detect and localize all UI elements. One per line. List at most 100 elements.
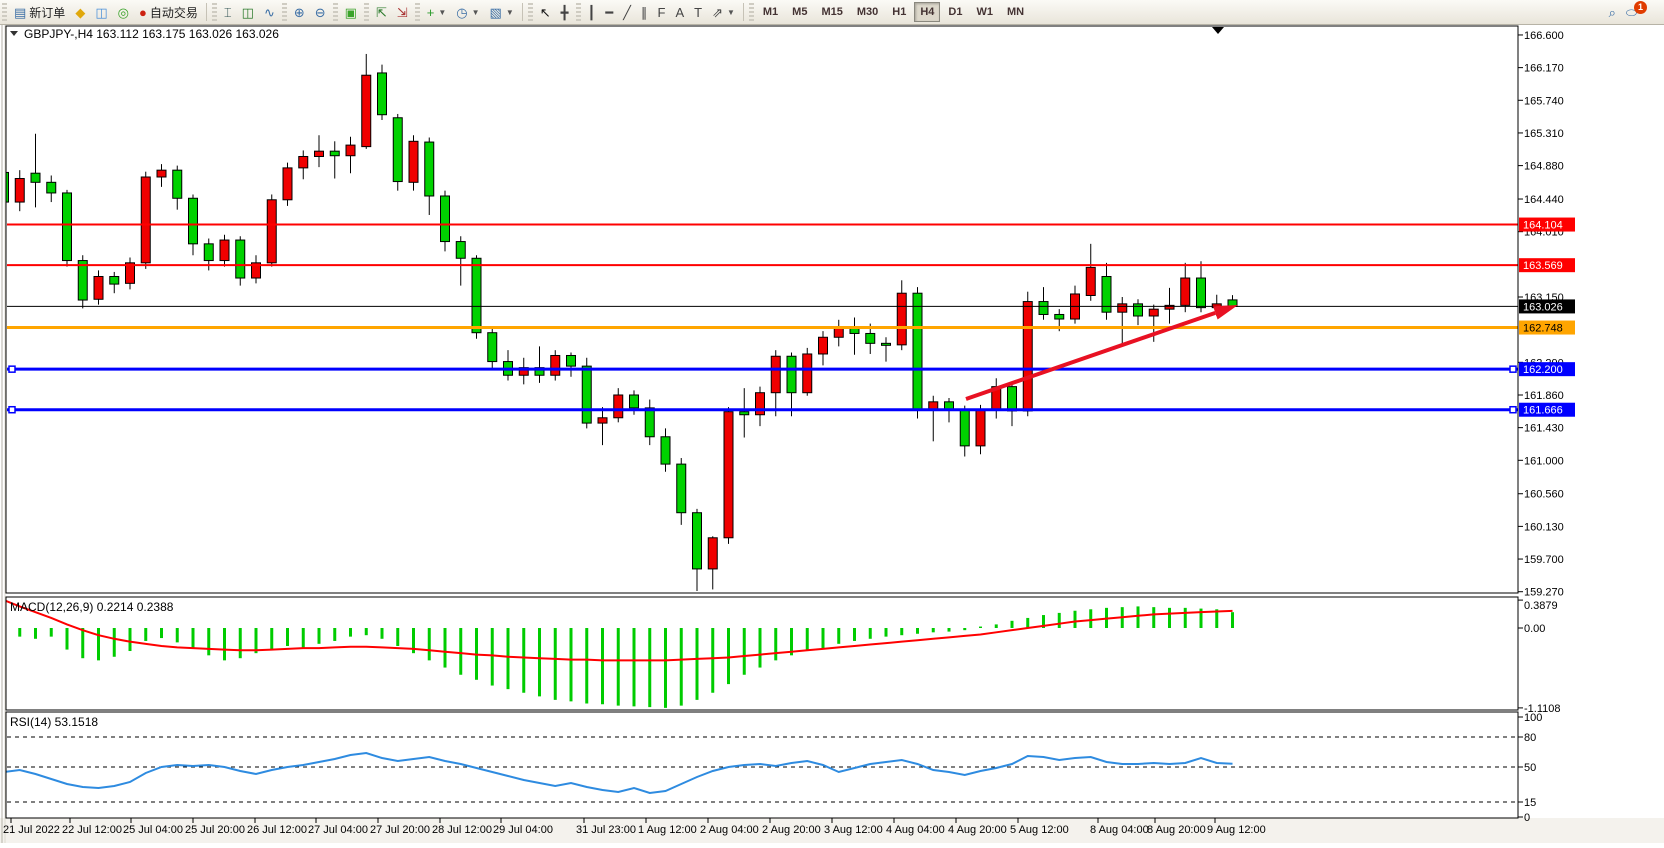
svg-text:1 Aug 12:00: 1 Aug 12:00 [638,824,697,836]
chevron-down-icon: ▼ [726,7,735,17]
chevron-down-icon: ▼ [505,7,514,17]
svg-text:161.860: 161.860 [1524,390,1564,402]
time-axis: 21 Jul 2022 22 Jul 12:00 25 Jul 04:00 25 Ju… [3,818,1266,836]
timeframe-w1-button[interactable]: W1 [976,6,993,18]
terminal-button[interactable]: ◫ [90,1,112,23]
chart-panes [6,53,1518,803]
tile-windows-icon: ▣ [344,4,357,20]
text-label-icon: T [694,4,703,20]
timeframe-m30-button[interactable]: M30 [856,6,879,18]
template-button[interactable]: ▧ ▼ [485,1,519,23]
timeframe-m15-button[interactable]: M15 [821,6,843,18]
svg-text:-1.1108: -1.1108 [1524,703,1561,715]
svg-text:50: 50 [1524,762,1536,774]
hline-handle[interactable] [1509,405,1517,414]
toolbar-drag-handle [332,3,338,21]
profiles-icon: ◷ [456,4,468,20]
chat-button[interactable]: ⬭ 1 [1621,0,1658,23]
svg-text:164.440: 164.440 [1524,194,1564,206]
macd-indicator [6,599,1234,708]
auto-trading-icon: ● [138,4,147,20]
line-chart-button[interactable]: ∿ [259,1,280,23]
navigator-button[interactable]: ◎ [113,1,134,23]
svg-text:4 Aug 04:00: 4 Aug 04:00 [886,824,945,836]
bar-chart-button[interactable]: ⌶ [219,1,237,23]
toolbar-drag-handle [2,3,7,21]
horizontal-line-button[interactable]: ━ [600,1,618,23]
timeframe-mn-button[interactable]: MN [1006,6,1025,18]
cursor-button[interactable]: ↖ [535,1,556,23]
crosshair-button[interactable]: ╋ [556,1,574,23]
channel-icon: ∥ [640,4,648,20]
timeframe-m1-button[interactable]: M1 [762,6,779,18]
toolbar-separator [205,3,207,21]
svg-text:2 Aug 20:00: 2 Aug 20:00 [762,824,821,836]
svg-text:5 Aug 12:00: 5 Aug 12:00 [1010,824,1069,836]
dock-chart-button[interactable]: ⇲ [392,1,413,23]
new-order-icon: ▤ [14,4,27,20]
svg-text:31 Jul 23:00: 31 Jul 23:00 [576,824,636,836]
svg-text:29 Jul 04:00: 29 Jul 04:00 [493,824,553,836]
history-center-icon: ◆ [75,4,86,20]
text-button[interactable]: A [670,1,689,23]
timeframe-h4-button[interactable]: H4 [914,2,941,22]
hline-handle[interactable] [8,365,16,373]
rsi-label: RSI(14) 53.1518 [10,715,98,729]
price-axis: 166.600 166.170 165.740 165.310 164.880 164.4… [1518,30,1575,824]
candlestick-chart-icon: ◫ [241,4,254,20]
zoom-out-button[interactable]: ⊖ [310,1,331,23]
timeframe-h1-button[interactable]: H1 [892,6,907,18]
hline-handle[interactable] [8,405,16,414]
svg-text:3 Aug 12:00: 3 Aug 12:00 [824,824,883,836]
svg-text:164.880: 164.880 [1524,161,1564,173]
trendline-button[interactable]: ╱ [618,1,636,23]
macd-signal-line [6,599,1233,662]
channel-button[interactable]: ∥ [636,1,653,23]
auto-arrange-icon: ⇱ [375,4,387,20]
candlestick-chart-button[interactable]: ◫ [237,1,259,23]
price-badge-162.748 [1519,320,1575,335]
svg-text:166.600: 166.600 [1524,30,1564,42]
svg-text:100: 100 [1524,712,1542,724]
text-label-button[interactable]: T [689,1,707,23]
history-center-button[interactable]: ◆ [70,1,90,23]
svg-text:160.560: 160.560 [1524,489,1564,501]
chart-title: GBPJPY-,H4 163.112 163.175 163.026 163.0… [24,27,279,41]
svg-text:28 Jul 12:00: 28 Jul 12:00 [432,824,492,836]
timeframe-m5-button[interactable]: M5 [792,6,808,18]
profiles-button[interactable]: ◷ ▼ [451,1,484,23]
toolbar-drag-handle [527,3,533,21]
candlestick-series [6,53,1238,591]
tile-windows-button[interactable]: ▣ [340,1,362,23]
price-badge-162.200 [1519,362,1575,377]
svg-text:161.000: 161.000 [1524,455,1564,467]
chart-shift-marker[interactable] [1212,27,1224,34]
svg-text:27 Jul 20:00: 27 Jul 20:00 [370,824,430,836]
timeframe-d1-button[interactable]: D1 [948,6,963,18]
toolbar-separator [742,3,744,21]
price-badge-161.666 [1519,402,1575,417]
new-chart-button[interactable]: + ▼ [422,1,452,23]
line-chart-icon: ∿ [263,4,275,20]
arrows-button[interactable]: ⇗ ▼ [707,1,740,23]
svg-text:162.748: 162.748 [1523,323,1563,335]
svg-text:164.104: 164.104 [1523,220,1563,232]
vertical-line-button[interactable]: ┃ [583,1,601,23]
zoom-in-button[interactable]: ⊕ [289,1,310,23]
svg-text:0.3879: 0.3879 [1524,600,1558,612]
hline-handle[interactable] [1509,365,1517,373]
search-button[interactable]: ⌕ [1604,1,1621,23]
auto-arrange-button[interactable]: ⇱ [371,1,392,23]
new-order-button[interactable]: ▤ 新订单 [9,1,70,23]
svg-text:161.666: 161.666 [1523,405,1563,417]
svg-text:25 Jul 20:00: 25 Jul 20:00 [185,824,245,836]
symbol-dropdown-icon[interactable] [10,31,18,36]
crosshair-icon: ╋ [560,4,569,20]
fibonacci-button[interactable]: F [652,1,670,23]
auto-trading-button[interactable]: ● 自动交易 [134,1,203,23]
trend-arrow[interactable] [965,305,1238,401]
svg-text:2 Aug 04:00: 2 Aug 04:00 [700,824,759,836]
svg-text:8 Aug 20:00: 8 Aug 20:00 [1147,824,1206,836]
